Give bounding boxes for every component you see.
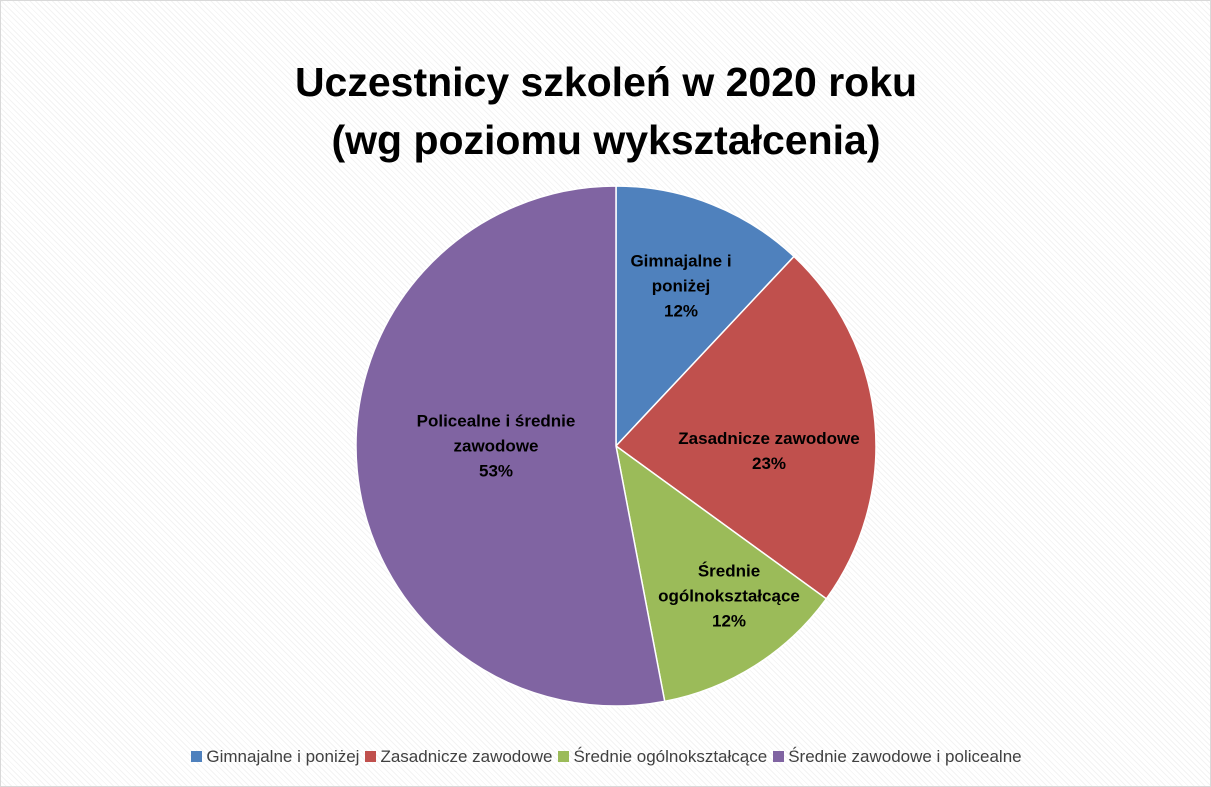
- legend-label: Gimnajalne i poniżej: [206, 747, 360, 766]
- slice-value: 23%: [751, 454, 787, 473]
- slice-value: 12%: [663, 301, 699, 321]
- pie-slice: [355, 185, 666, 707]
- slice-name: Policealne i średnie zawodowe: [416, 411, 576, 456]
- legend-label: Średnie zawodowe i policealne: [788, 747, 1022, 766]
- legend-item: Gimnajalne i poniżej: [191, 747, 359, 767]
- legend-swatch: [365, 751, 377, 762]
- slice-name: Średnie ogólnokształcące: [658, 561, 800, 606]
- pie-slice: [615, 185, 796, 448]
- legend-label: Średnie ogólnokształcące: [573, 747, 768, 766]
- pie-slice: [614, 444, 828, 703]
- slice-label: Zasadnicze zawodowe 23%: [634, 426, 904, 476]
- slice-label: Policealne i średnie zawodowe 53%: [391, 409, 601, 484]
- legend: Gimnajalne i poniżej Zasadnicze zawodowe Ś…: [1, 747, 1210, 767]
- legend-swatch: [191, 751, 203, 762]
- legend-label: Zasadnicze zawodowe: [380, 747, 553, 766]
- pie-slice: [614, 255, 877, 600]
- legend-swatch: [558, 751, 570, 762]
- legend-item: Średnie zawodowe i policealne: [773, 747, 1022, 767]
- slice-label: Średnie ogólnokształcące 12%: [649, 559, 809, 634]
- slice-label: Gimnajalne i poniżej 12%: [626, 249, 736, 324]
- legend-item: Zasadnicze zawodowe: [365, 747, 552, 767]
- legend-item: Średnie ogólnokształcące: [558, 747, 767, 767]
- slice-value: 12%: [711, 611, 747, 631]
- legend-swatch: [773, 751, 785, 762]
- chart-title: Uczestnicy szkoleń w 2020 roku (wg pozio…: [294, 59, 918, 163]
- slice-name: Zasadnicze zawodowe: [678, 429, 860, 448]
- slice-name: Gimnajalne i poniżej: [630, 251, 732, 296]
- slice-value: 53%: [478, 461, 514, 481]
